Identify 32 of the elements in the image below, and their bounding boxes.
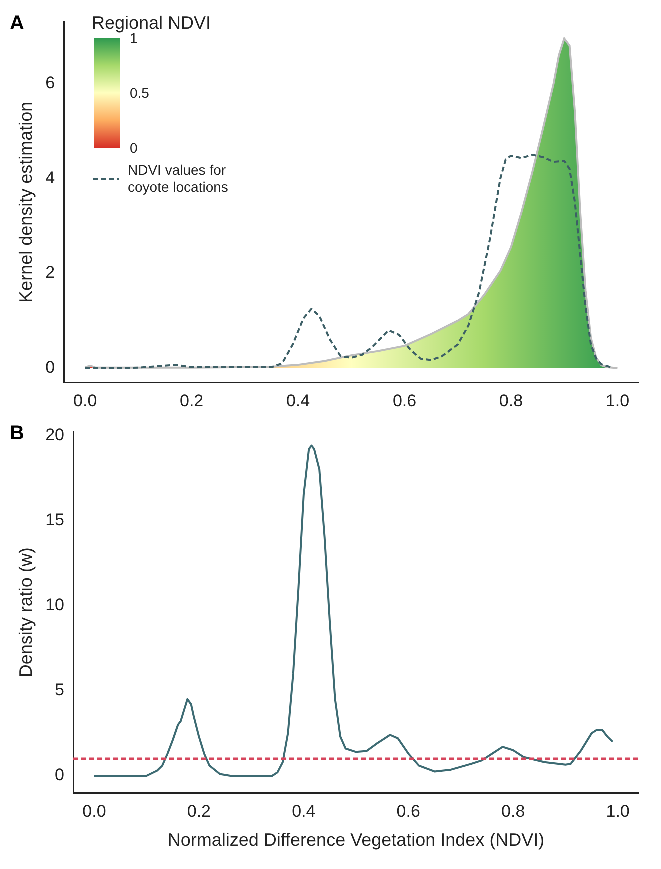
y-tick-label: 5 <box>55 680 65 700</box>
y-tick-label: 15 <box>46 510 65 530</box>
x-tick-label: 0.8 <box>502 802 526 821</box>
line-series <box>84 154 614 370</box>
annotation: 1 <box>130 30 138 46</box>
y-tick-label: 10 <box>46 595 65 614</box>
text: A <box>10 12 24 35</box>
y-tick-label: 0 <box>55 766 65 785</box>
text: B <box>10 422 24 445</box>
legend-label: NDVI values for coyote locations <box>128 162 230 196</box>
x-tick-label: 0.0 <box>74 391 98 410</box>
y-tick-label: 20 <box>46 425 65 444</box>
x-tick-label: 0.2 <box>187 802 211 821</box>
y-axis-title: Kernel density estimation <box>16 102 36 303</box>
x-tick-label: 0.0 <box>82 802 106 821</box>
x-tick-label: 0.8 <box>499 391 524 410</box>
x-axis-title: Normalized Difference Vegetation Index (NDVI) <box>168 830 545 850</box>
color-bar-title: Regional NDVI <box>92 12 212 33</box>
y-tick-label: 0 <box>46 358 56 378</box>
x-tick-label: 0.4 <box>292 802 316 821</box>
annotation: 0 <box>130 140 138 156</box>
x-tick-label: 1.0 <box>606 802 630 821</box>
x-tick-label: 0.2 <box>180 391 204 410</box>
x-tick-label: 1.0 <box>606 391 630 410</box>
annotation: 0.5 <box>130 85 150 101</box>
y-tick-label: 4 <box>46 168 56 188</box>
x-tick-label: 0.6 <box>396 802 420 821</box>
y-tick-label: 2 <box>46 263 56 282</box>
y-axis-title: Density ratio (w) <box>16 548 36 678</box>
y-tick-label: 6 <box>46 74 56 93</box>
x-tick-label: 0.6 <box>392 391 417 410</box>
x-tick-label: 0.4 <box>286 391 310 410</box>
